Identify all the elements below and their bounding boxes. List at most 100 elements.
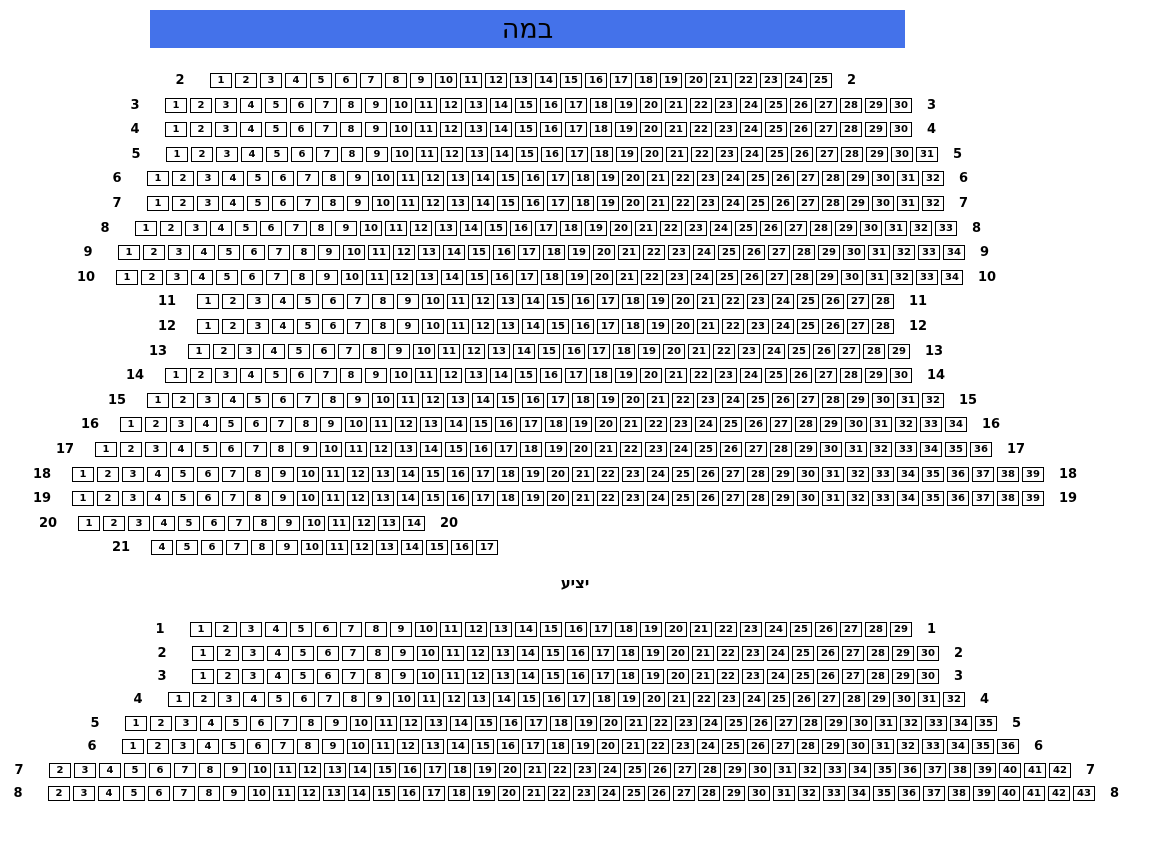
seat[interactable]: 15 (475, 715, 497, 731)
seat[interactable]: 5 (195, 441, 217, 457)
seat[interactable]: 33 (925, 715, 947, 731)
seat[interactable]: 2 (215, 622, 237, 638)
seat[interactable]: 3 (215, 122, 237, 138)
seat[interactable]: 35 (922, 466, 944, 482)
seat[interactable]: 17 (597, 294, 619, 310)
seat[interactable]: 12 (393, 245, 415, 261)
seat[interactable]: 15 (542, 669, 564, 685)
seat[interactable]: 34 (897, 491, 919, 507)
seat[interactable]: 6 (317, 645, 339, 661)
seat[interactable]: 10 (417, 669, 439, 685)
seat[interactable]: 27 (847, 318, 869, 334)
seat[interactable]: 19 (618, 692, 640, 708)
seat[interactable]: 4 (222, 195, 244, 211)
seat[interactable]: 29 (772, 491, 794, 507)
seat[interactable]: 29 (723, 786, 745, 802)
seat[interactable]: 2 (97, 466, 119, 482)
seat[interactable]: 16 (493, 245, 515, 261)
seat[interactable]: 20 (640, 97, 662, 113)
seat[interactable]: 10 (390, 97, 412, 113)
seat[interactable]: 10 (248, 786, 270, 802)
seat[interactable]: 20 (640, 122, 662, 138)
seat[interactable]: 27 (673, 786, 695, 802)
seat[interactable]: 12 (299, 762, 321, 778)
seat[interactable]: 9 (278, 515, 300, 531)
seat[interactable]: 26 (697, 491, 719, 507)
seat[interactable]: 15 (518, 692, 540, 708)
seat[interactable]: 26 (817, 645, 839, 661)
seat[interactable]: 30 (797, 491, 819, 507)
seat[interactable]: 17 (535, 220, 557, 236)
seat[interactable]: 20 (667, 669, 689, 685)
seat[interactable]: 8 (385, 73, 407, 88)
seat[interactable]: 7 (174, 762, 196, 778)
seat[interactable]: 22 (620, 441, 642, 457)
seat[interactable]: 23 (697, 392, 719, 408)
seat[interactable]: 6 (317, 669, 339, 685)
seat[interactable]: 32 (891, 269, 913, 285)
seat[interactable]: 6 (197, 466, 219, 482)
seat[interactable]: 11 (416, 146, 438, 162)
seat[interactable]: 11 (326, 540, 348, 556)
seat[interactable]: 17 (518, 245, 540, 261)
seat[interactable]: 20 (499, 762, 521, 778)
seat[interactable]: 5 (124, 762, 146, 778)
seat[interactable]: 24 (767, 669, 789, 685)
seat[interactable]: 25 (792, 645, 814, 661)
seat[interactable]: 23 (573, 786, 595, 802)
seat[interactable]: 14 (397, 466, 419, 482)
seat[interactable]: 3 (128, 515, 150, 531)
seat[interactable]: 27 (770, 417, 792, 433)
seat[interactable]: 2 (222, 294, 244, 310)
seat[interactable]: 11 (322, 466, 344, 482)
seat[interactable]: 35 (922, 491, 944, 507)
seat[interactable]: 6 (203, 515, 225, 531)
seat[interactable]: 29 (865, 368, 887, 384)
seat[interactable]: 10 (390, 122, 412, 138)
seat[interactable]: 39 (1022, 491, 1044, 507)
seat[interactable]: 1 (166, 146, 188, 162)
seat[interactable]: 8 (340, 368, 362, 384)
seat[interactable]: 7 (315, 97, 337, 113)
seat[interactable]: 6 (322, 294, 344, 310)
seat[interactable]: 42 (1048, 786, 1070, 802)
seat[interactable]: 19 (570, 417, 592, 433)
seat[interactable]: 9 (272, 466, 294, 482)
seat[interactable]: 17 (547, 392, 569, 408)
seat[interactable]: 19 (474, 762, 496, 778)
seat[interactable]: 17 (566, 146, 588, 162)
seat[interactable]: 19 (615, 368, 637, 384)
seat[interactable]: 12 (422, 392, 444, 408)
seat[interactable]: 8 (363, 343, 385, 359)
seat[interactable]: 21 (688, 343, 710, 359)
seat[interactable]: 2 (97, 491, 119, 507)
seat[interactable]: 18 (591, 146, 613, 162)
seat[interactable]: 10 (393, 692, 415, 708)
seat[interactable]: 25 (765, 368, 787, 384)
seat[interactable]: 29 (847, 392, 869, 408)
seat[interactable]: 15 (540, 622, 562, 638)
seat[interactable]: 9 (224, 762, 246, 778)
seat[interactable]: 13 (497, 294, 519, 310)
seat[interactable]: 31 (916, 146, 938, 162)
seat[interactable]: 21 (697, 318, 719, 334)
seat[interactable]: 1 (168, 692, 190, 708)
seat[interactable]: 30 (845, 417, 867, 433)
seat[interactable]: 5 (292, 669, 314, 685)
seat[interactable]: 2 (191, 146, 213, 162)
seat[interactable]: 23 (675, 715, 697, 731)
seat[interactable]: 13 (492, 669, 514, 685)
seat[interactable]: 25 (672, 491, 694, 507)
seat[interactable]: 21 (665, 97, 687, 113)
seat[interactable]: 20 (663, 343, 685, 359)
seat[interactable]: 20 (672, 294, 694, 310)
seat[interactable]: 22 (643, 245, 665, 261)
seat[interactable]: 3 (238, 343, 260, 359)
seat[interactable]: 34 (943, 245, 965, 261)
seat[interactable]: 23 (622, 491, 644, 507)
seat[interactable]: 21 (692, 669, 714, 685)
seat[interactable]: 20 (672, 318, 694, 334)
seat[interactable]: 32 (910, 220, 932, 236)
seat[interactable]: 24 (599, 762, 621, 778)
seat[interactable]: 4 (193, 245, 215, 261)
